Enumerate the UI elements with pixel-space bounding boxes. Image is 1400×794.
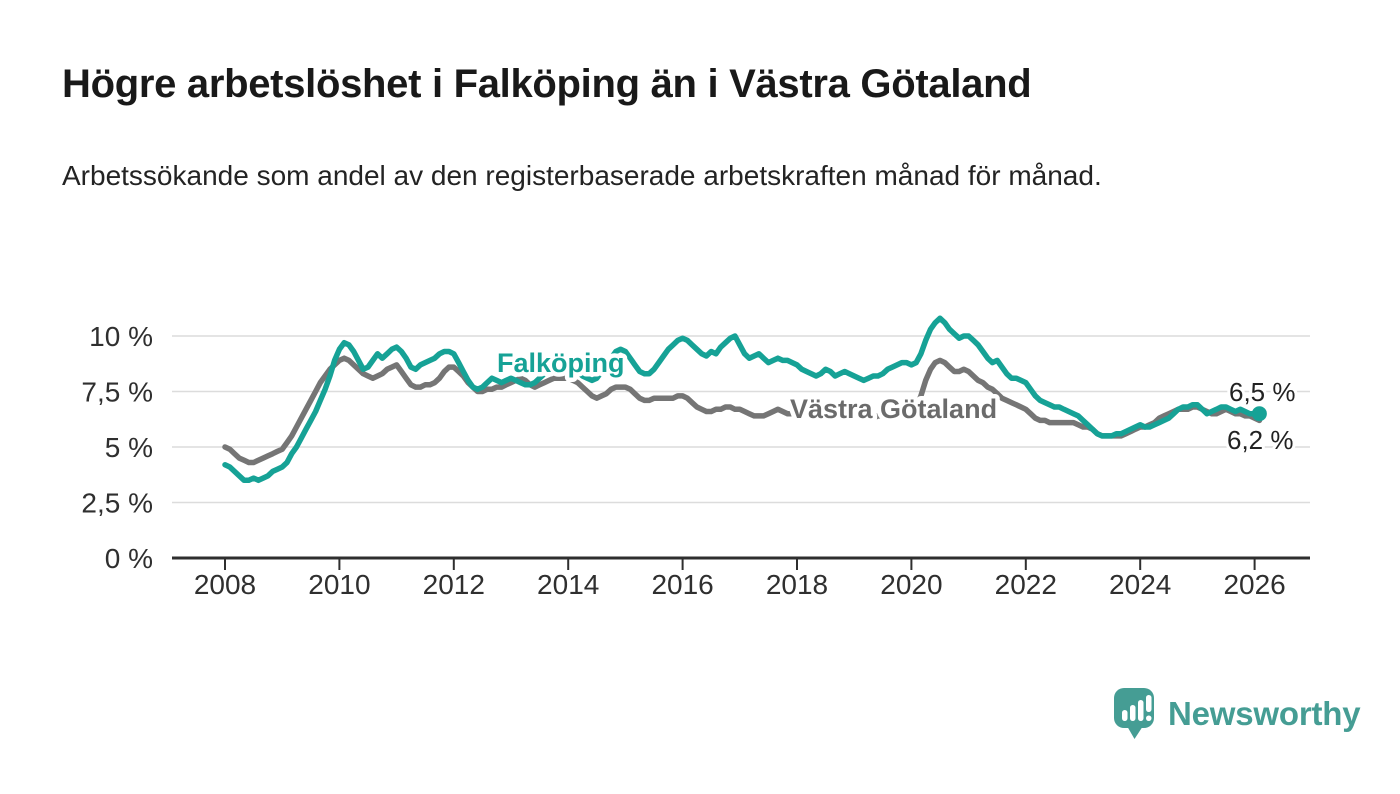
falkoping-line xyxy=(222,315,1263,484)
y-axis-label: 0 % xyxy=(105,543,153,574)
x-axis-label: 2022 xyxy=(995,569,1057,600)
newsworthy-logo: Newsworthy xyxy=(1112,686,1361,741)
newsworthy-logo-text: Newsworthy xyxy=(1168,694,1361,732)
falkoping-end-value: 6,5 % xyxy=(1229,377,1296,407)
vastra-gotaland-end-value: 6,2 % xyxy=(1227,425,1294,455)
y-axis-label: 5 % xyxy=(105,432,153,463)
y-axis-label: 10 % xyxy=(89,321,153,352)
chart-title: Högre arbetslöshet i Falköping än i Väst… xyxy=(62,62,1032,106)
y-axis-label: 7,5 % xyxy=(81,377,153,408)
falkoping-end-dot xyxy=(1251,406,1267,422)
x-axis-label: 2024 xyxy=(1109,569,1171,600)
x-axis-label: 2014 xyxy=(537,569,599,600)
falkoping-label: Falköping xyxy=(497,348,625,378)
newsworthy-logo-icon xyxy=(1114,688,1154,739)
x-axis-label: 2018 xyxy=(766,569,828,600)
x-axis-label: 2010 xyxy=(308,569,370,600)
chart-subtitle: Arbetssökande som andel av den registerb… xyxy=(62,160,1102,191)
y-axis-label: 2,5 % xyxy=(81,488,153,519)
vastra-gotaland-label: Västra Götaland xyxy=(790,394,997,424)
x-axis-label: 2016 xyxy=(651,569,713,600)
x-axis-label: 2026 xyxy=(1223,569,1285,600)
x-axis-label: 2020 xyxy=(880,569,942,600)
x-axis-label: 2012 xyxy=(423,569,485,600)
x-axis-label: 2008 xyxy=(194,569,256,600)
